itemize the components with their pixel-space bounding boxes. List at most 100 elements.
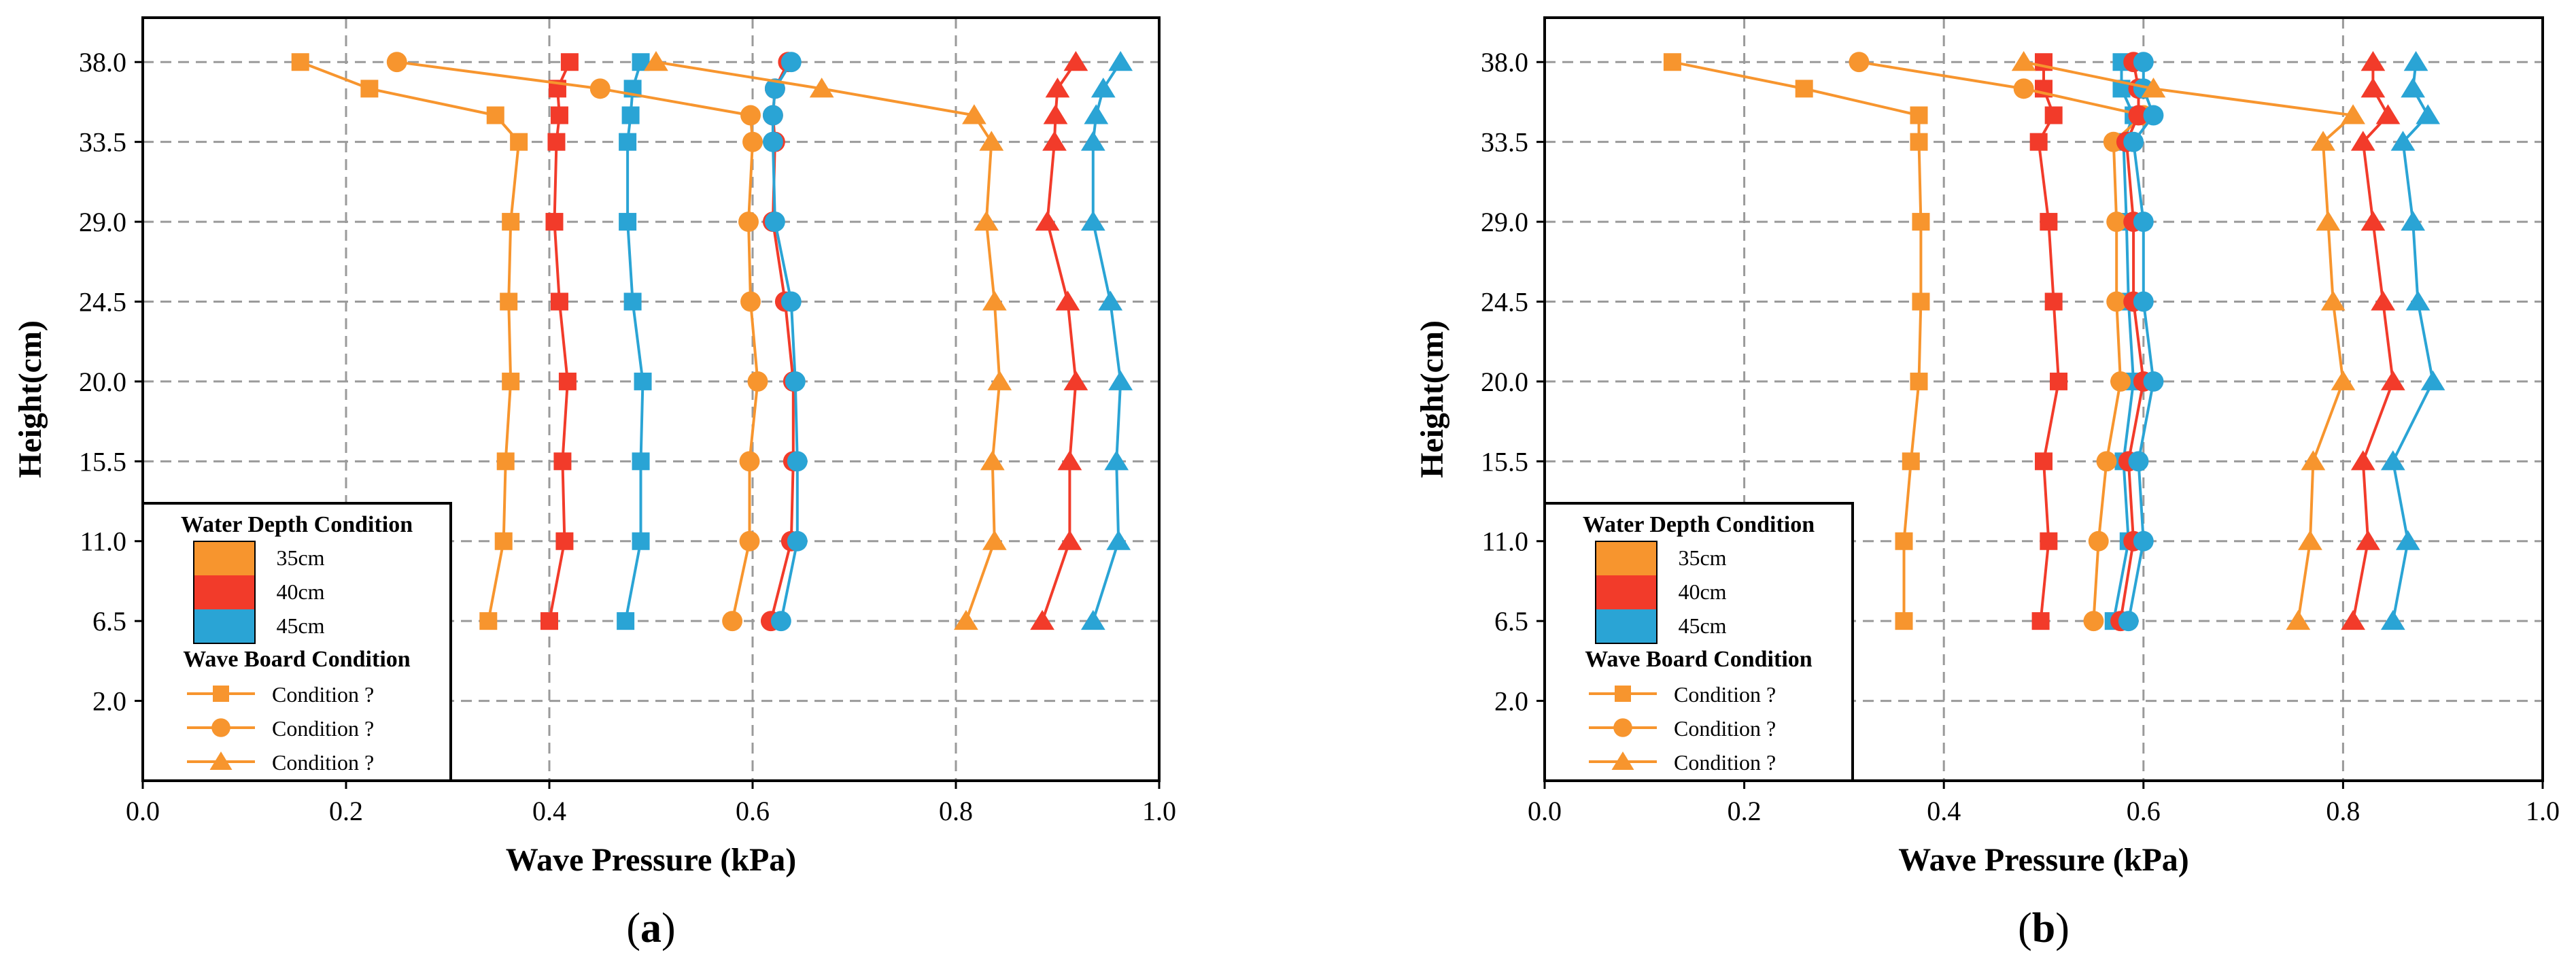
y-tick-label: 20.0 (1481, 367, 1528, 397)
legend-depth-title: Water Depth Condition (181, 512, 413, 537)
series-line-0 (1672, 61, 1923, 622)
data-point (479, 612, 498, 630)
data-point (2360, 78, 2386, 98)
data-point (747, 371, 768, 392)
data-point (1910, 133, 1928, 151)
data-point (780, 52, 802, 73)
data-point (1045, 78, 1070, 98)
data-point (2380, 609, 2405, 630)
y-tick-label: 24.5 (1481, 286, 1528, 317)
legend-marker-square (1615, 686, 1631, 702)
data-point (2403, 50, 2428, 71)
data-point (291, 53, 309, 71)
panel-label: (b) (2018, 905, 2070, 951)
y-tick-label: 29.0 (79, 207, 126, 237)
plot-frame (1543, 16, 2544, 782)
data-point (1849, 52, 1870, 73)
data-point (634, 372, 652, 390)
legend-board-label: Condition ? (272, 716, 374, 741)
data-point (2416, 104, 2441, 124)
data-point (547, 133, 566, 151)
data-point (2096, 451, 2117, 472)
data-point (739, 451, 760, 472)
y-tick-label: 38.0 (79, 47, 126, 78)
data-point (762, 105, 783, 126)
x-tick-label: 1.0 (2526, 796, 2560, 826)
panel-a: 0.0 0.2 0.4 0.6 0.8 1.0 2.0 6.5 11.0 15.5 20.0 24.5… (12, 16, 1176, 951)
data-point (2123, 131, 2144, 152)
series-line-2 (624, 61, 645, 622)
legend-board-label: Condition ? (272, 750, 374, 775)
data-point (2316, 210, 2341, 231)
data-point (2298, 530, 2322, 550)
legend-swatch-frame (1595, 541, 1658, 644)
data-point (1895, 532, 1913, 550)
legend-depth-label: 40cm (276, 579, 324, 604)
data-point (1057, 530, 1082, 550)
data-point (2350, 131, 2375, 151)
data-point (558, 372, 577, 390)
data-point (785, 371, 806, 392)
data-point (2390, 131, 2416, 151)
plot-frame (141, 16, 1161, 782)
legend-depth-label: 40cm (1678, 579, 1726, 604)
series-line-3 (396, 61, 759, 622)
data-point (2035, 452, 2053, 471)
data-point (2013, 78, 2034, 99)
data-point (496, 452, 515, 471)
data-point (1663, 53, 1681, 71)
legend-marker-square (213, 686, 229, 702)
data-point (510, 133, 528, 151)
legend-swatch-35cm (1596, 541, 1657, 575)
legend-board-title: Wave Board Condition (1585, 647, 1812, 672)
legend-depth-label: 45cm (1678, 613, 1726, 638)
data-point (2360, 210, 2386, 231)
data-point (2133, 212, 2154, 233)
series-line-7 (2352, 62, 2394, 622)
data-point (787, 530, 808, 552)
data-point (632, 532, 650, 550)
data-point (2395, 530, 2420, 550)
data-point (545, 213, 564, 231)
x-axis-title: Wave Pressure (kPa) (506, 842, 797, 878)
y-tick-label: 33.5 (1481, 127, 1528, 158)
data-point (2040, 532, 2058, 550)
data-point (2044, 106, 2063, 124)
data-point (1030, 609, 1054, 630)
data-point (982, 290, 1007, 311)
y-tick-label: 38.0 (1481, 47, 1528, 78)
y-tick-label: 15.5 (79, 446, 126, 477)
data-point (2331, 370, 2356, 390)
data-point (1902, 452, 1920, 471)
data-point (762, 131, 783, 152)
data-point (780, 291, 802, 312)
series-line-7 (1041, 61, 1078, 622)
data-point (360, 80, 379, 98)
data-point (644, 50, 668, 71)
panel-letter: b (2032, 905, 2055, 951)
data-point (1080, 210, 1105, 231)
data-point (2110, 371, 2131, 392)
data-point (555, 532, 574, 550)
data-point (619, 213, 637, 231)
data-point (1108, 50, 1133, 71)
data-point (738, 212, 759, 233)
data-point (742, 131, 763, 152)
legend-board-label: Condition ? (1674, 716, 1776, 741)
series-line-2 (2112, 62, 2135, 622)
data-point (2128, 105, 2149, 126)
data-point (739, 530, 760, 552)
data-point (722, 611, 743, 632)
data-point (2286, 609, 2311, 630)
series-line-8 (1091, 61, 1122, 622)
series-line-3 (1859, 61, 2147, 622)
legend: Water Depth Condition 35cm 40cm 45cm Wave Bo… (1543, 502, 1854, 782)
data-point (2044, 292, 2063, 311)
data-point (1108, 370, 1133, 390)
data-point (1080, 131, 1105, 151)
data-point (2420, 370, 2445, 390)
legend-swatch-40cm (1596, 575, 1657, 609)
legend-marker-triangle (1611, 751, 1634, 770)
y-axis-title: Height(cm) (12, 320, 48, 478)
